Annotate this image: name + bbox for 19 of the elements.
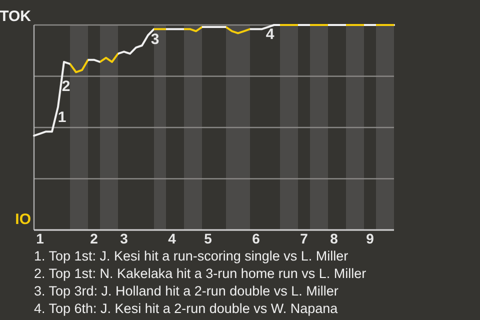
annotation: 1	[58, 108, 66, 126]
x-tick-label: 7	[300, 230, 308, 247]
text: 3. Top 3rd: J. Holland hit a 2-run double vs L. Miller	[34, 284, 339, 299]
annotation: 3	[150, 30, 160, 48]
text: TOK	[0, 8, 32, 25]
annotation: 2	[62, 78, 70, 95]
text: 1. Top 1st: J. Kesi hit a run-scoring single vs L. Miller	[34, 248, 349, 264]
text: 4. Top 6th: J. Kesi hit a 2-run double vs W. Napana	[34, 301, 338, 316]
x-tick-label: 4	[168, 230, 176, 247]
text: IO	[15, 210, 32, 228]
annotation: 4	[266, 26, 275, 43]
x-tick-label: 6	[252, 230, 260, 247]
x-tick-label: 1	[36, 230, 44, 247]
x-tick-label: 3	[120, 230, 128, 247]
x-tick-label: 8	[330, 230, 338, 247]
x-tick-label: 9	[366, 230, 374, 247]
x-tick-label: 5	[204, 230, 212, 247]
text: 2. Top 1st: N. Kakelaka hit a 3-run home run vs L. Miller	[34, 266, 367, 282]
x-tick-label: 2	[90, 230, 98, 247]
